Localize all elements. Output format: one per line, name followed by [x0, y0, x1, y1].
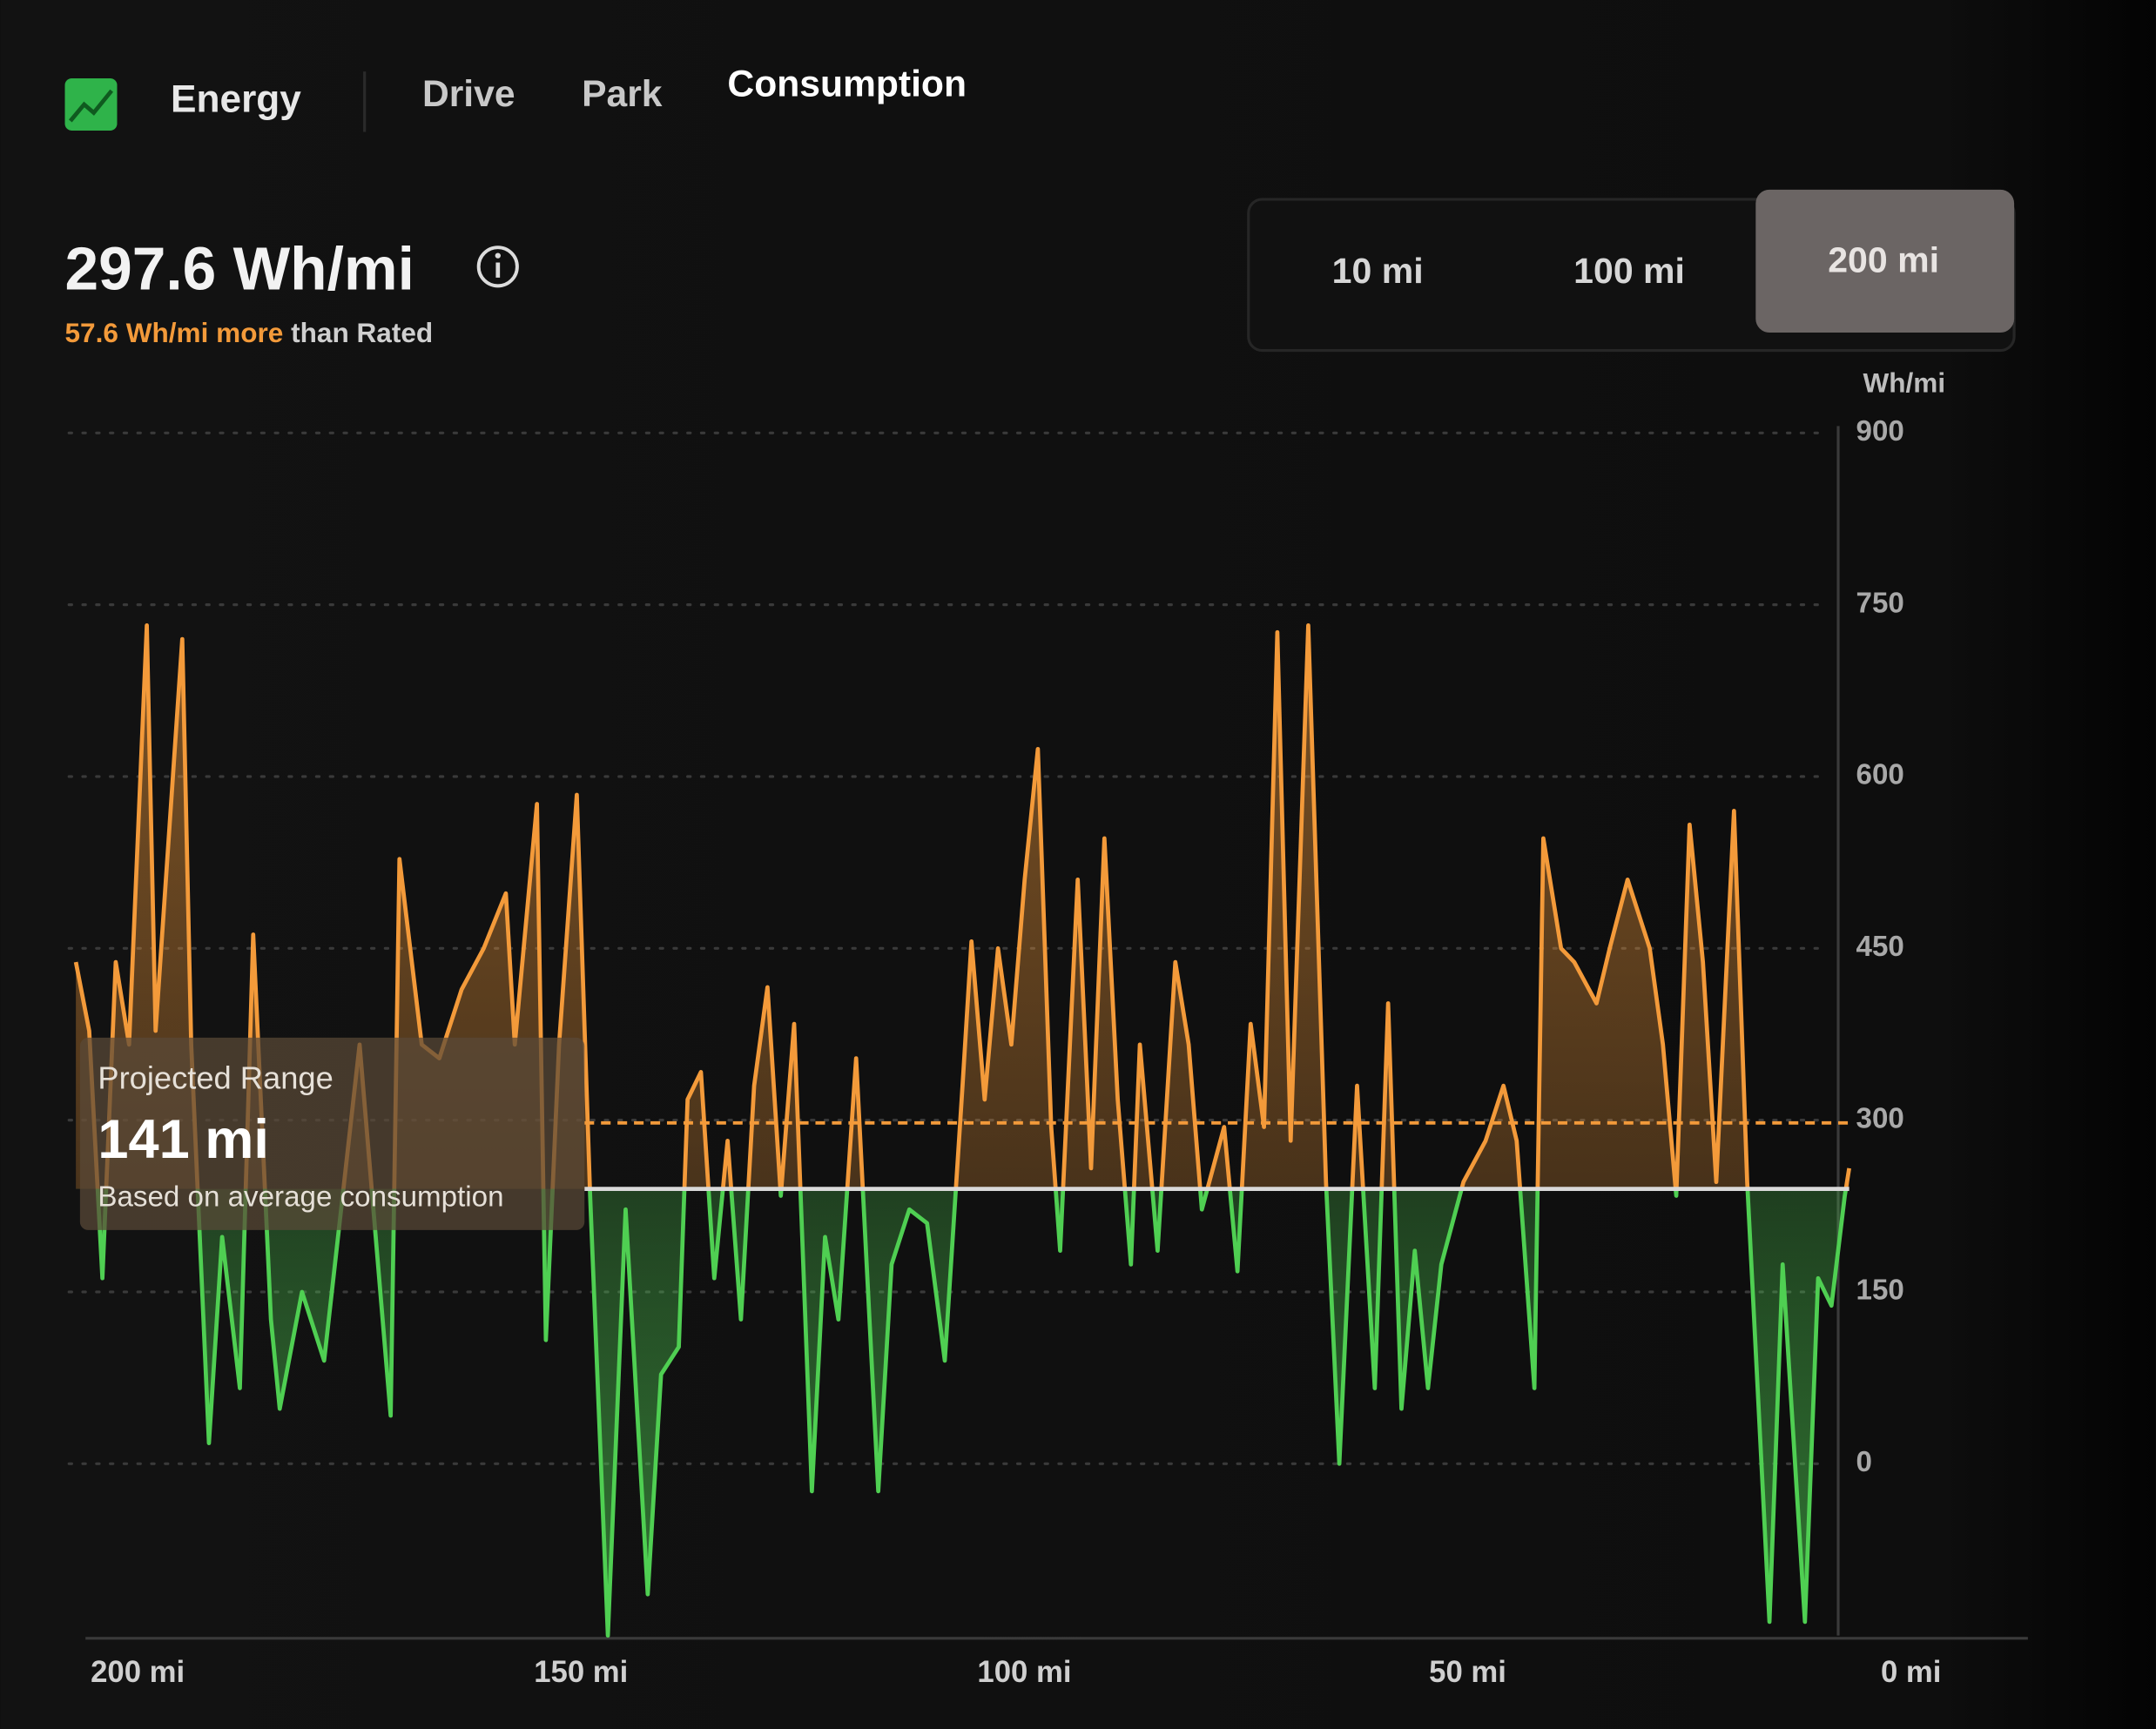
y-tick-label: 0 — [1856, 1446, 1872, 1478]
card-note: Based on average consumption — [98, 1181, 503, 1213]
range-option[interactable]: 100 mi — [1573, 251, 1685, 291]
x-tick-label: 50 mi — [1429, 1656, 1506, 1689]
consumption-value: 297.6 Wh/mi — [65, 235, 414, 303]
y-axis-title: Wh/mi — [1863, 367, 1945, 398]
consumption-chart: Wh/mi 900 750 600 450 300 150 0 200 mi 150 mi 100 … — [67, 367, 2028, 1689]
difference: 57.6 Wh/mi more — [65, 318, 284, 349]
comparison: than Rated — [291, 318, 433, 349]
tab[interactable]: Drive — [422, 73, 515, 115]
info-dot — [495, 252, 501, 259]
x-tick-label: 0 mi — [1881, 1656, 1941, 1689]
info-circle[interactable] — [476, 246, 519, 288]
area-fill — [76, 625, 1849, 1636]
range-option[interactable]: 200 mi — [1828, 239, 1939, 279]
consumption-line — [73, 622, 1851, 1638]
card-value: 141 mi — [98, 1109, 269, 1170]
rated-comparison: 57.6 Wh/mi more than Rated — [65, 318, 434, 349]
x-tick-label: 150 mi — [534, 1656, 628, 1689]
range-option[interactable]: 10 mi — [1332, 251, 1424, 291]
range-options: 10 mi 100 mi 200 mi — [1332, 189, 2015, 333]
x-tick-label: 100 mi — [977, 1656, 1071, 1689]
tab[interactable]: Park — [582, 73, 663, 115]
y-tick-label: 900 — [1856, 415, 1904, 447]
app-title: Energy — [171, 77, 301, 120]
projected-range-card: Projected Range 141 mi Based on average … — [79, 1037, 585, 1230]
icon-tile — [64, 77, 118, 131]
card-background — [79, 1037, 585, 1230]
x-tick-label: 200 mi — [91, 1656, 185, 1689]
info-button[interactable] — [476, 246, 519, 288]
y-tick-label: 750 — [1856, 587, 1904, 619]
tabs: Drive Park Consumption — [422, 64, 967, 115]
icon-glyph — [68, 89, 114, 123]
y-tick-label: 300 — [1856, 1102, 1904, 1134]
selected-option-bg — [1755, 189, 2015, 333]
y-tick-label: 450 — [1856, 931, 1904, 963]
y-tick-label: 600 — [1856, 759, 1904, 791]
app-icon — [64, 77, 118, 131]
y-tick-label: 150 — [1856, 1275, 1904, 1307]
card-title: Projected Range — [98, 1060, 333, 1095]
tab[interactable]: Consumption — [727, 64, 967, 105]
